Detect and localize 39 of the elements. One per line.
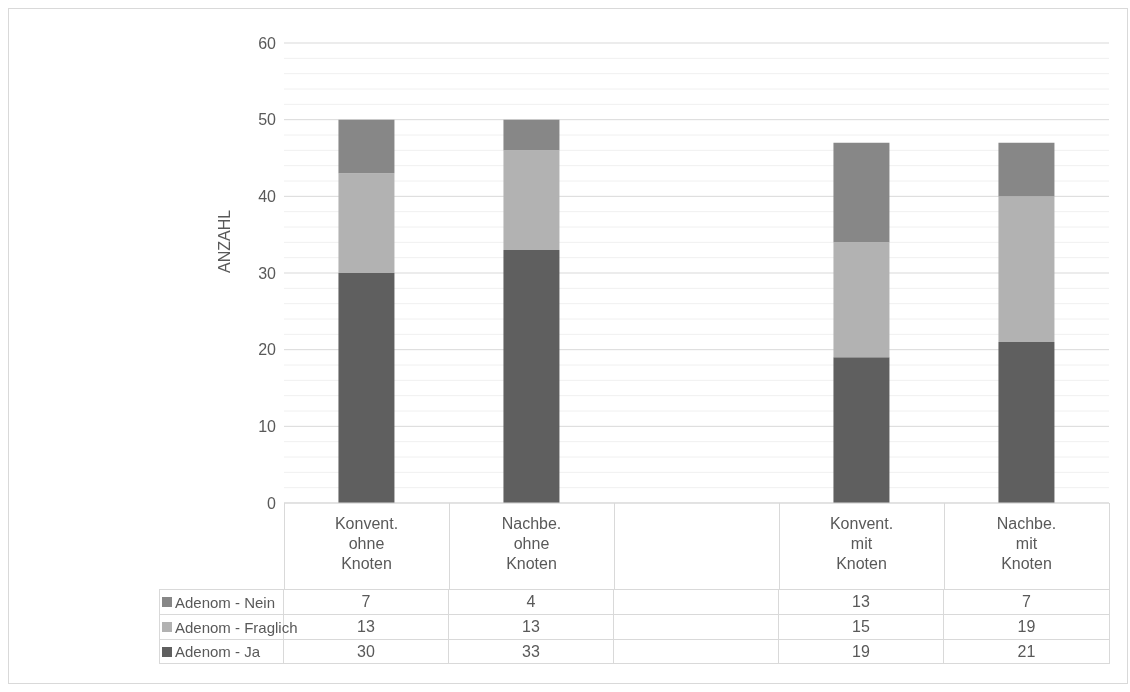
y-tick-label: 30: [258, 264, 277, 282]
y-tick-label: 20: [258, 341, 277, 359]
data-label: 19: [779, 640, 944, 663]
bar: [833, 142, 890, 243]
bar: [338, 119, 395, 174]
bar: [998, 142, 1055, 197]
bar: [338, 273, 395, 503]
bar: [338, 173, 395, 273]
bar: [503, 150, 560, 250]
y-tick-label: 10: [258, 418, 277, 436]
data-label: 13: [779, 590, 944, 614]
data-label: 7: [284, 590, 449, 614]
bar: [998, 196, 1055, 342]
data-label: 13: [357, 618, 375, 635]
data-label: 4: [449, 590, 614, 614]
bar: [833, 357, 890, 503]
y-tick-label: 40: [258, 188, 277, 206]
x-tick-label: Konvent. ohne Knoten: [334, 515, 399, 572]
y-tick-label: 60: [258, 34, 277, 52]
bar: [503, 250, 560, 503]
data-label: 13: [449, 615, 614, 639]
data-label: 30: [284, 640, 449, 663]
legend-label: Adenom - Ja: [175, 643, 261, 660]
y-tick-label: 50: [258, 111, 277, 129]
data-label: 21: [1016, 642, 1037, 662]
y-axis-title: ANZAHL: [215, 209, 233, 273]
y-tick-label: 0: [267, 494, 277, 512]
legend-label: Adenom - Nein: [175, 593, 276, 611]
x-tick-label: Nachbe. ohne Knoten: [501, 515, 562, 572]
bar: [998, 342, 1055, 503]
legend-label: Adenom - Fraglich: [175, 618, 298, 636]
x-tick-label: Nachbe. mit Knoten: [996, 515, 1057, 572]
data-label: 19: [1016, 617, 1037, 637]
x-tick-label: Konvent. mit Knoten: [829, 515, 894, 572]
data-label: 33: [449, 640, 614, 663]
bar: [833, 242, 890, 358]
bar: [503, 119, 560, 151]
data-label: 7: [1021, 592, 1032, 612]
data-label: 15: [779, 615, 944, 639]
